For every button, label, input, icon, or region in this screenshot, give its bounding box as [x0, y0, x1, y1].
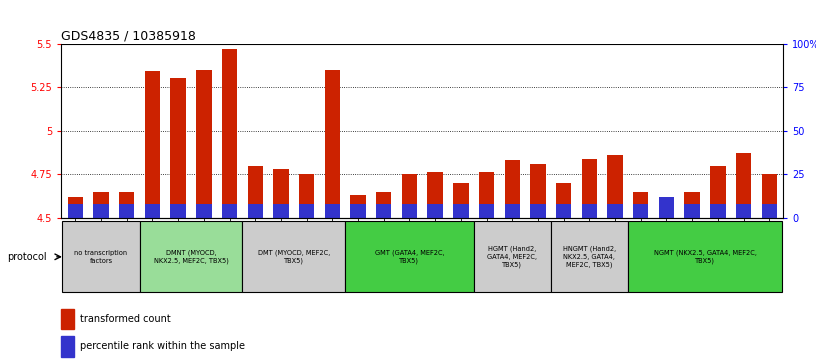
Bar — [551, 221, 628, 292]
Bar — [222, 49, 237, 218]
Bar — [633, 192, 649, 218]
Bar — [242, 221, 345, 292]
Bar — [299, 174, 314, 218]
Bar — [504, 160, 520, 218]
Bar — [633, 204, 649, 218]
Bar — [710, 204, 725, 218]
Text: DMT (MYOCD, MEF2C,
TBX5): DMT (MYOCD, MEF2C, TBX5) — [258, 250, 330, 264]
Bar — [685, 192, 700, 218]
Bar — [63, 221, 140, 292]
Bar — [345, 221, 473, 292]
Bar — [119, 204, 135, 218]
Bar — [273, 169, 289, 218]
Bar — [761, 204, 777, 218]
Bar — [685, 204, 700, 218]
Bar — [247, 204, 263, 218]
Bar — [350, 204, 366, 218]
Bar — [582, 159, 597, 218]
Bar — [479, 204, 494, 218]
Bar — [61, 309, 74, 330]
Bar — [530, 204, 546, 218]
Bar — [171, 204, 186, 218]
Bar — [325, 70, 340, 218]
Text: GDS4835 / 10385918: GDS4835 / 10385918 — [61, 29, 196, 42]
Text: protocol: protocol — [7, 252, 47, 262]
Bar — [582, 204, 597, 218]
Text: percentile rank within the sample: percentile rank within the sample — [80, 341, 245, 351]
Text: HGMT (Hand2,
GATA4, MEF2C,
TBX5): HGMT (Hand2, GATA4, MEF2C, TBX5) — [487, 246, 537, 268]
Bar — [628, 221, 782, 292]
Text: transformed count: transformed count — [80, 314, 171, 324]
Bar — [376, 192, 392, 218]
Bar — [504, 204, 520, 218]
Bar — [428, 172, 443, 218]
Bar — [607, 155, 623, 218]
Bar — [119, 192, 135, 218]
Bar — [222, 204, 237, 218]
Bar — [710, 166, 725, 218]
Bar — [453, 204, 468, 218]
Bar — [144, 72, 160, 218]
Bar — [273, 204, 289, 218]
Bar — [736, 153, 752, 218]
Bar — [736, 204, 752, 218]
Bar — [428, 204, 443, 218]
Bar — [659, 197, 674, 218]
Bar — [479, 172, 494, 218]
Bar — [401, 204, 417, 218]
Bar — [556, 183, 571, 218]
Bar — [144, 204, 160, 218]
Bar — [68, 197, 83, 218]
Bar — [761, 174, 777, 218]
Bar — [299, 204, 314, 218]
Bar — [196, 70, 211, 218]
Bar — [376, 204, 392, 218]
Bar — [556, 204, 571, 218]
Bar — [68, 204, 83, 218]
Bar — [93, 204, 109, 218]
Bar — [196, 204, 211, 218]
Bar — [659, 197, 674, 218]
Text: GMT (GATA4, MEF2C,
TBX5): GMT (GATA4, MEF2C, TBX5) — [375, 250, 444, 264]
Bar — [530, 164, 546, 218]
Bar — [93, 192, 109, 218]
Bar — [453, 183, 468, 218]
Bar — [61, 336, 74, 356]
Bar — [350, 195, 366, 218]
Bar — [247, 166, 263, 218]
Bar — [171, 78, 186, 218]
Bar — [325, 204, 340, 218]
Text: HNGMT (Hand2,
NKX2.5, GATA4,
MEF2C, TBX5): HNGMT (Hand2, NKX2.5, GATA4, MEF2C, TBX5… — [563, 246, 616, 268]
Text: DMNT (MYOCD,
NKX2.5, MEF2C, TBX5): DMNT (MYOCD, NKX2.5, MEF2C, TBX5) — [153, 250, 228, 264]
Bar — [401, 174, 417, 218]
Text: no transcription
factors: no transcription factors — [74, 250, 127, 264]
Bar — [607, 204, 623, 218]
Text: NGMT (NKX2.5, GATA4, MEF2C,
TBX5): NGMT (NKX2.5, GATA4, MEF2C, TBX5) — [654, 250, 756, 264]
Bar — [140, 221, 242, 292]
Bar — [473, 221, 551, 292]
